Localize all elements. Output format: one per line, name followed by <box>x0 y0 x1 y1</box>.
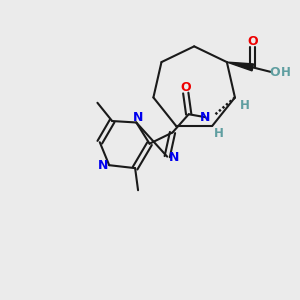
Text: N: N <box>200 111 211 124</box>
Text: N: N <box>133 111 143 124</box>
Text: O: O <box>180 81 191 94</box>
Text: N: N <box>169 151 179 164</box>
Text: O: O <box>248 35 258 48</box>
Text: O: O <box>269 66 280 79</box>
Text: H: H <box>214 127 224 140</box>
Polygon shape <box>227 62 254 71</box>
Text: H: H <box>240 99 250 112</box>
Text: H: H <box>281 67 291 80</box>
Text: N: N <box>98 159 108 172</box>
